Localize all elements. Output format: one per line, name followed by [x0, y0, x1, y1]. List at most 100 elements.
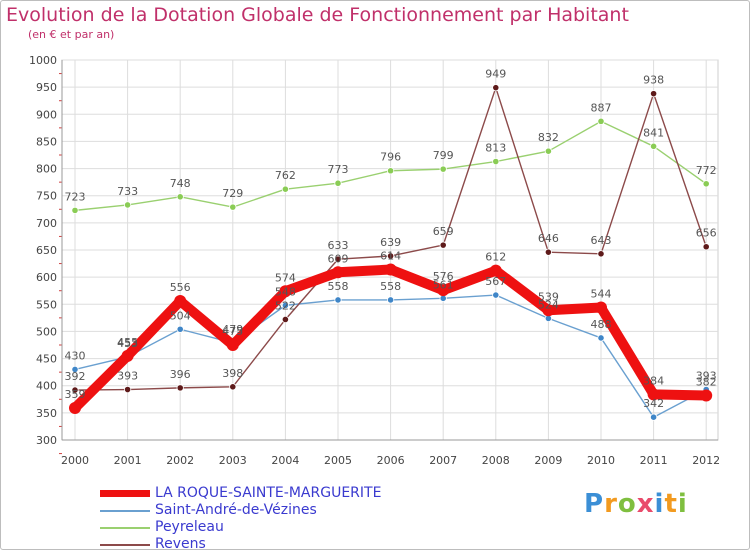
legend-label: Peyreleau [155, 519, 224, 535]
series-la-roque-sainte-marguerite-point [595, 301, 607, 314]
x-tick-label: 2011 [640, 454, 668, 467]
series-revens-data-label: 396 [170, 368, 191, 381]
line-chart: 300 350 400 450 500 550 600 650 700 750 800 850 900 9… [29, 54, 720, 467]
legend-label: LA ROQUE-SAINTE-MARGUERITE [155, 485, 382, 501]
series-revens-data-label: 392 [65, 370, 86, 383]
series-peyreleau-point [176, 193, 184, 201]
y-tick-label: 550 [36, 298, 57, 311]
legend-label: Revens [155, 536, 206, 552]
series-la-roque-sainte-marguerite-point [384, 263, 397, 276]
series-peyreleau-data-label: 813 [485, 142, 506, 155]
logo-letter: o [617, 489, 637, 519]
series-saint-andr-de-v-zines-point [649, 413, 658, 421]
y-tick-label: 750 [36, 190, 57, 203]
series-revens-data-label: 639 [380, 236, 401, 249]
series-saint-andr-de-v-zines-data-label: 561 [433, 278, 454, 291]
series-revens-data-label: 949 [485, 68, 506, 81]
chart-subtitle: (en € et par an) [28, 28, 115, 41]
series-revens-data-label: 633 [328, 239, 349, 252]
x-tick-label: 2009 [534, 454, 562, 467]
series-peyreleau-point [702, 180, 710, 188]
series-saint-andr-de-v-zines-data-label: 504 [170, 309, 191, 322]
series-revens-data-label: 393 [117, 370, 138, 383]
series-peyreleau-data-label: 733 [117, 185, 138, 198]
series-la-roque-sainte-marguerite-data-label: 576 [433, 270, 454, 283]
logo-letter: t [664, 489, 678, 519]
y-tick-label: 950 [36, 81, 57, 94]
proxiti-logo: Proxiti [584, 489, 688, 519]
series-saint-andr-de-v-zines-point [71, 365, 79, 374]
series-saint-andr-de-v-zines-point [386, 296, 395, 304]
series-peyreleau-point [492, 157, 500, 166]
x-tick-label: 2002 [166, 454, 194, 467]
series-revens-data-label: 522 [275, 299, 296, 312]
series-peyreleau-point [124, 201, 132, 209]
series-saint-andr-de-v-zines-data-label: 479 [222, 323, 243, 336]
series-peyreleau-point [386, 167, 395, 175]
series-peyreleau-data-label: 832 [538, 131, 559, 144]
series-la-roque-sainte-marguerite-point [174, 295, 187, 308]
x-tick-label: 2001 [114, 454, 142, 467]
series-la-roque-sainte-marguerite-data-label: 455 [117, 336, 138, 349]
y-tick-label: 850 [36, 135, 57, 148]
y-tick-label: 700 [36, 217, 57, 230]
series-peyreleau-data-label: 799 [433, 149, 454, 162]
series-peyreleau-data-label: 729 [222, 187, 243, 200]
legend-swatch [100, 527, 150, 529]
x-tick-label: 2012 [692, 454, 720, 467]
y-tick-label: 300 [36, 434, 57, 447]
series-saint-andr-de-v-zines-data-label: 393 [696, 370, 717, 383]
series-la-roque-sainte-marguerite-point [332, 266, 344, 279]
series-saint-andr-de-v-zines-data-label: 548 [275, 285, 296, 298]
logo-letter: r [604, 489, 618, 519]
series-revens-data-label: 656 [696, 227, 717, 240]
series-revens-point [386, 252, 395, 260]
series-peyreleau-data-label: 796 [380, 151, 401, 164]
series-la-roque-sainte-marguerite-data-label: 475 [222, 325, 243, 338]
series-saint-andr-de-v-zines-point [281, 301, 289, 309]
logo-letter: i [677, 489, 688, 519]
x-tick-label: 2003 [219, 454, 247, 467]
series-peyreleau-point [544, 147, 553, 155]
series-la-roque-sainte-marguerite-data-label: 382 [696, 375, 717, 388]
series-la-roque-sainte-marguerite-point [489, 264, 502, 277]
series-la-roque-sainte-marguerite-data-label: 609 [328, 252, 349, 265]
series-peyreleau-data-label: 723 [65, 190, 86, 203]
series-la-roque-sainte-marguerite-point [437, 284, 450, 297]
series-peyreleau-data-label: 773 [328, 163, 349, 176]
x-tick-label: 2005 [324, 454, 352, 467]
series-revens-point [544, 248, 553, 256]
series-saint-andr-de-v-zines-point [176, 325, 184, 333]
series-la-roque-sainte-marguerite-data-label: 384 [643, 374, 664, 387]
series-peyreleau-point [334, 179, 342, 187]
y-tick-label: 800 [36, 163, 57, 176]
series-peyreleau-point [281, 185, 289, 193]
y-tick-label: 600 [36, 271, 57, 284]
x-tick-label: 2008 [482, 454, 510, 467]
series-revens-point [702, 243, 710, 251]
series-saint-andr-de-v-zines-point [334, 296, 342, 304]
series-revens-data-label: 398 [222, 367, 243, 380]
series-revens-data-label: 643 [591, 234, 612, 247]
series-revens-point [649, 90, 658, 98]
series-revens-point [124, 385, 132, 394]
x-tick-label: 2004 [271, 454, 299, 467]
legend-label: Saint-André-de-Vézines [155, 502, 317, 518]
series-saint-andr-de-v-zines-point [597, 334, 605, 342]
y-tick-label: 500 [36, 325, 57, 338]
x-tick-label: 2000 [61, 454, 89, 467]
series-la-roque-sainte-marguerite-data-label: 556 [170, 281, 191, 294]
x-tick-label: 2006 [377, 454, 405, 467]
series-layer [69, 84, 713, 421]
series-la-roque-sainte-marguerite-data-label: 539 [538, 290, 559, 303]
series-revens-data-label: 938 [643, 74, 664, 87]
series-la-roque-sainte-marguerite-data-label: 612 [485, 251, 506, 264]
series-saint-andr-de-v-zines-data-label: 430 [65, 349, 86, 362]
x-tick-label: 2010 [587, 454, 615, 467]
series-revens-point [597, 250, 605, 258]
axes: 300 350 400 450 500 550 600 650 700 750 800 850 900 9… [29, 54, 720, 467]
series-saint-andr-de-v-zines-data-label: 488 [591, 318, 612, 331]
series-revens-point [281, 315, 289, 324]
y-tick-label: 400 [36, 380, 57, 393]
logo-letter: P [584, 489, 605, 519]
